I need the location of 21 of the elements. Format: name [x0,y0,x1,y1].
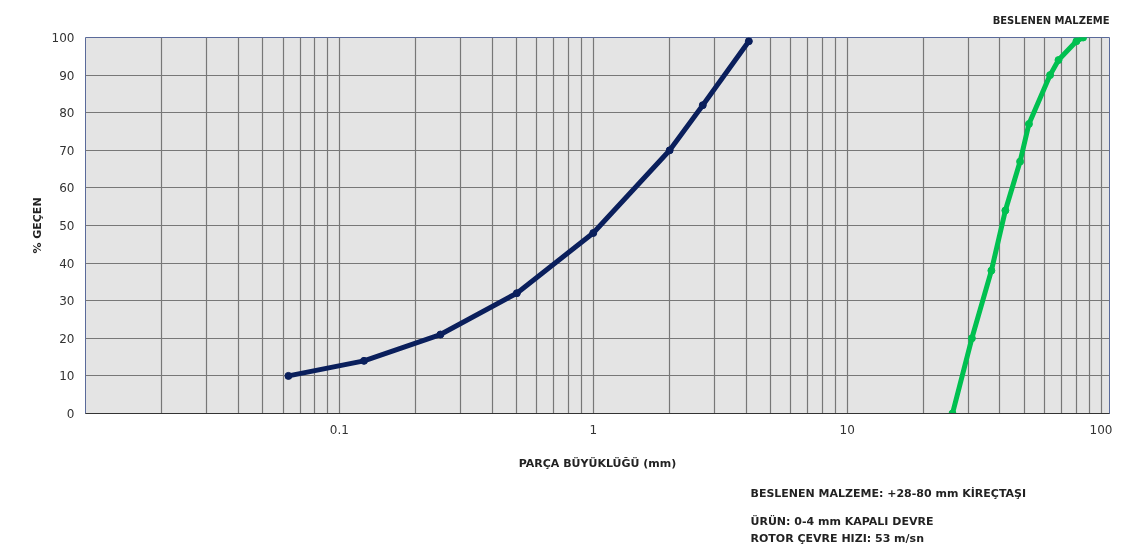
x-tick-label: 100 [1089,422,1113,437]
x-tick-label: 1 [589,422,598,437]
y-tick-label: 80 [59,106,75,121]
y-tick-label: 0 [66,407,75,421]
x-tick-label: 0.1 [329,422,349,437]
chart-title: BESLENEN MALZEME [992,14,1110,26]
x-axis-title: PARÇA BÜYÜKLÜĞÜ (mm) [518,455,677,470]
y-tick-label: 20 [59,331,75,346]
y-tick-label: 40 [59,256,75,271]
y-tick-label: 60 [59,181,75,196]
y-axis-title: % GEÇEN [30,197,44,254]
y-tick-label: 90 [59,68,75,83]
text: BESLENEN MALZEME: +28-80 mm KİREÇTAŞI [750,485,1027,500]
text: ÜRÜN: 0-4 mm KAPALI DEVRE [750,513,934,528]
y-tick-label: 10 [59,369,75,384]
y-tick-label: 50 [59,219,75,233]
y-tick-label: 30 [59,294,75,309]
y-tick-label: 100 [51,31,75,45]
y-tick-label: 70 [59,143,75,158]
text: ROTOR ÇEVRE HIZI: 53 m/sn [750,531,924,545]
x-tick-label: 10 [839,422,855,437]
